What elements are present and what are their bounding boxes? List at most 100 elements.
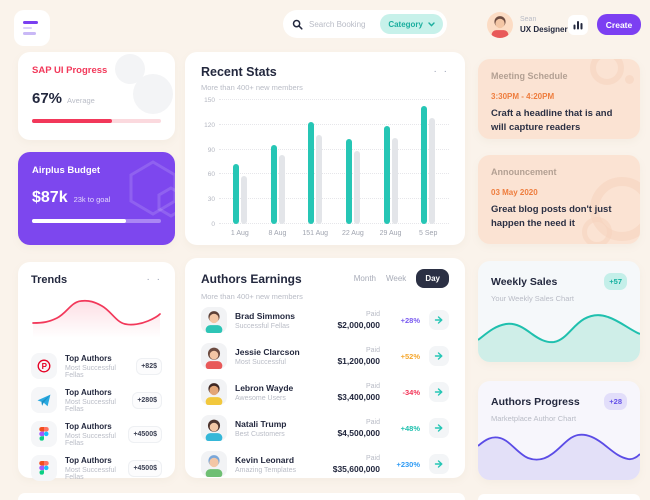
author-name: Jessie Clarcson [235, 346, 300, 357]
bar-previous [278, 155, 285, 224]
bar-previous [240, 176, 247, 224]
bar-group [296, 100, 334, 224]
percent-change: +28% [400, 315, 420, 325]
table-row: Brad Simmons Successful Fellas Paid $2,0… [201, 303, 449, 337]
budget-progress-bar [32, 219, 161, 223]
bar-group [334, 100, 372, 224]
meeting-text: Craft a headline that is and will captur… [491, 108, 613, 133]
tab-month[interactable]: Month [353, 274, 376, 283]
sap-value: 67% [32, 90, 63, 107]
weekly-sales-subtitle: Your Weekly Sales Chart [491, 294, 574, 303]
tab-day[interactable]: Day [416, 269, 449, 288]
paid-amount: $4,500,000 [337, 427, 380, 438]
stats-bars-area [219, 99, 449, 224]
meeting-schedule-card: Meeting Schedule 3:30PM - 4:20PM Craft a… [478, 59, 640, 139]
sap-progress-card: SAP UI Progress 67% Average [18, 52, 175, 140]
author-name: Brad Simmons [235, 310, 295, 321]
paid-amount: $35,600,000 [332, 463, 380, 474]
percent-change: +52% [400, 351, 420, 361]
weekly-sales-wave-chart [478, 314, 640, 362]
list-item[interactable]: Top Authors Most Successful Fellas +4500… [31, 421, 162, 447]
trend-item-subtitle: Most Successful Fellas [65, 398, 116, 413]
stats-y-axis: 0 30 60 90 120 150 [201, 97, 219, 228]
search-icon [292, 19, 303, 30]
list-item[interactable]: Top Authors Most Successful Fellas +280$ [31, 387, 162, 413]
percent-change: +230% [396, 459, 420, 469]
recent-stats-title: Recent Stats [201, 65, 277, 79]
row-arrow-button[interactable] [429, 310, 449, 330]
announcement-title: Announcement [491, 167, 557, 177]
y-tick-label: 30 [207, 196, 215, 204]
bar-current [383, 126, 390, 224]
avatar [201, 307, 227, 333]
gridline [219, 148, 449, 150]
sap-progress-bar [32, 119, 161, 123]
category-label: Category [388, 19, 423, 29]
percent-change: +48% [400, 423, 420, 433]
bar-group [409, 100, 447, 224]
create-button[interactable]: Create [597, 14, 641, 35]
gridline [219, 198, 449, 200]
partial-card [18, 493, 465, 500]
row-arrow-button[interactable] [429, 382, 449, 402]
user-profile[interactable]: Sean UX Designer [487, 12, 568, 38]
avatar [201, 343, 227, 369]
arrow-right-icon [434, 352, 443, 360]
arrow-right-icon [434, 424, 443, 432]
paid-label: Paid [365, 418, 380, 426]
trend-item-subtitle: Most Successful Fellas [65, 466, 116, 481]
bar-previous [429, 118, 436, 224]
list-item[interactable]: Top Authors Most Successful Fellas +4500… [31, 455, 162, 481]
list-item[interactable]: P Top Authors Most Successful Fellas +82… [31, 353, 162, 379]
paid-label: Paid [365, 310, 380, 318]
authors-title: Authors Earnings [201, 271, 302, 286]
telegram-icon [37, 394, 51, 406]
search-input[interactable]: Search Booking [309, 19, 366, 29]
table-row: Jessie Clarcson Most Successful Paid $1,… [201, 339, 449, 373]
profile-name: Sean [520, 16, 537, 23]
row-arrow-button[interactable] [429, 454, 449, 474]
trend-item-name: Top Authors [65, 387, 112, 397]
ring-decor [590, 177, 640, 241]
bar-current [345, 138, 352, 224]
trend-item-subtitle: Most Successful Fellas [65, 364, 116, 379]
row-arrow-button[interactable] [429, 346, 449, 366]
trends-wave-chart [32, 299, 161, 338]
arrow-right-icon [434, 316, 443, 324]
row-arrow-button[interactable] [429, 418, 449, 438]
arrow-right-icon [434, 388, 443, 396]
tab-week[interactable]: Week [386, 274, 407, 283]
more-menu-icon[interactable]: · · [146, 274, 162, 285]
sap-value-label: Average [67, 96, 95, 105]
authors-progress-subtitle: Marketplace Author Chart [491, 414, 577, 423]
hamburger-menu-button[interactable] [14, 10, 50, 46]
author-subtitle: Awesome Users [235, 394, 286, 402]
announcement-date: 03 May 2020 [491, 188, 538, 197]
bar-previous [391, 138, 398, 224]
bar-group [372, 100, 410, 224]
x-tick-label: 151 Aug [302, 230, 329, 237]
more-menu-icon[interactable]: · · [433, 66, 449, 77]
hexagon-decor [129, 160, 175, 218]
recent-stats-subtitle: More than 400+ new members [201, 83, 303, 92]
bar-group [221, 100, 259, 224]
trend-item-value: +82$ [136, 357, 162, 375]
bar-previous [316, 134, 323, 224]
budget-card-title: Airplus Budget [32, 165, 101, 176]
meeting-title: Meeting Schedule [491, 71, 568, 81]
y-tick-label: 150 [204, 97, 215, 104]
bar-current [232, 164, 239, 224]
bar-chart: 0 30 60 90 120 150 [201, 97, 449, 228]
stats-toggle-button[interactable] [568, 15, 588, 35]
stats-x-labels: 1 Aug 8 Aug 151 Aug 22 Aug 29 Aug 5 Sep [219, 230, 449, 237]
y-tick-label: 90 [207, 146, 215, 154]
search-bar[interactable]: Search Booking Category [283, 10, 447, 38]
trend-item-name: Top Authors [65, 455, 112, 465]
bar-current [308, 122, 315, 224]
svg-text:P: P [42, 362, 48, 371]
category-dropdown[interactable]: Category [380, 14, 443, 34]
x-tick-label: 29 Aug [379, 230, 402, 237]
paid-label: Paid [365, 382, 380, 390]
author-subtitle: Successful Fellas [235, 322, 290, 330]
